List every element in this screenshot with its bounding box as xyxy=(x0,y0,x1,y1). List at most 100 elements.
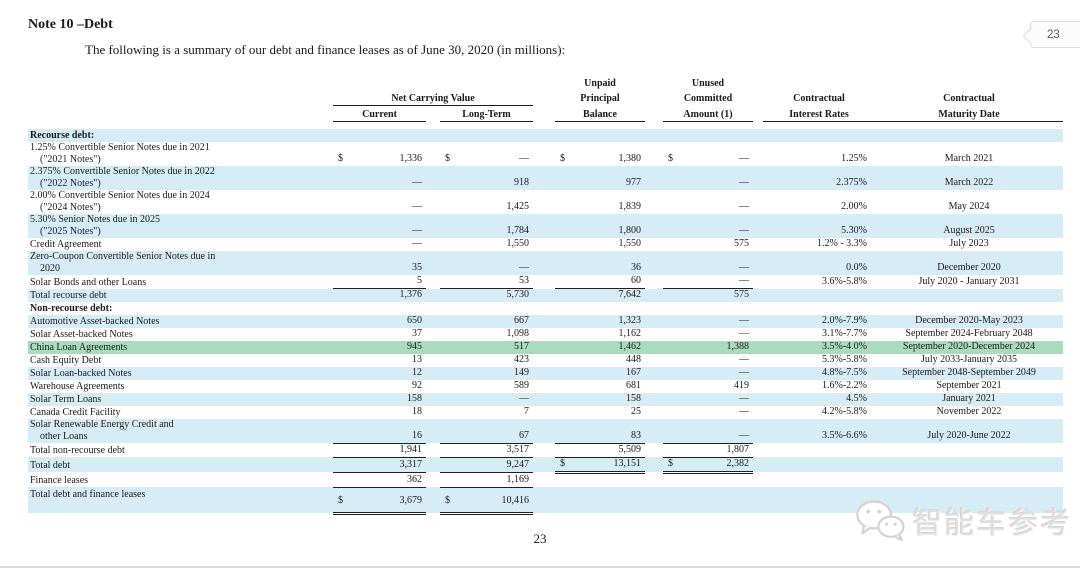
spacer-cell xyxy=(533,275,555,289)
cell-value: 589 xyxy=(514,380,529,391)
cell-long-term: 1,425 xyxy=(440,190,533,214)
spacer-cell xyxy=(426,315,440,328)
table-row: Solar Bonds and other Loans 5 53 60 — 3.6%-5.… xyxy=(28,275,1063,289)
cell-value: 16 xyxy=(412,429,422,441)
spacer-cell xyxy=(645,328,663,341)
cell-value: — xyxy=(412,177,422,188)
cell-unused-amount: 419 xyxy=(663,380,753,393)
cell-value: 667 xyxy=(514,315,529,326)
cell-maturity-date xyxy=(875,302,1063,315)
cell-unpaid-balance: 1,323 xyxy=(555,315,645,328)
cell-value: — xyxy=(739,153,749,164)
cell-long-term: 1,169 xyxy=(440,472,533,488)
spacer-cell xyxy=(753,129,763,142)
spacer-cell xyxy=(533,288,555,302)
cell-unpaid-balance xyxy=(555,487,645,513)
cell-maturity-date: March 2021 xyxy=(944,153,994,164)
cell-value: 25 xyxy=(631,406,641,417)
cell-unused-amount: — xyxy=(663,214,753,238)
cell-value: — xyxy=(739,328,749,339)
table-row: Total debt 3,317 9,247 $13,151 $2,382 xyxy=(28,457,1063,474)
cell-unused-amount: 1,388 xyxy=(663,341,753,354)
spacer-cell xyxy=(645,393,663,406)
cell-interest-rate xyxy=(763,487,875,513)
spacer-cell xyxy=(426,190,440,214)
spacer-cell xyxy=(645,315,663,328)
spacer-cell xyxy=(753,238,763,251)
spacer-cell xyxy=(533,302,555,315)
cell-value: 1,380 xyxy=(618,153,642,164)
cell-value: 67 xyxy=(519,429,529,441)
cell-current: 3,317 xyxy=(333,457,426,473)
spacer-cell xyxy=(533,190,555,214)
cell-value: 1,462 xyxy=(618,341,642,352)
table-row: 1.25% Convertible Senior Notes due in 20… xyxy=(28,142,1063,166)
cell-current: — xyxy=(333,214,426,238)
cell-unpaid-balance: 83 xyxy=(555,419,645,444)
table-row: China Loan Agreements 945 517 1,462 1,388 3.5… xyxy=(28,341,1063,354)
cell-interest-rate: 2.375% xyxy=(763,166,875,190)
cell-current: 650 xyxy=(333,315,426,328)
spacer-cell xyxy=(645,380,663,393)
cell-current: 92 xyxy=(333,380,426,393)
cell-maturity-date xyxy=(875,472,1063,487)
spacer-cell xyxy=(753,328,763,341)
cell-unused-amount xyxy=(663,129,753,142)
cell-unpaid-balance xyxy=(555,472,645,487)
header-long-term: Long-Term xyxy=(440,105,533,122)
cell-value: 5 xyxy=(417,275,422,286)
spacer-cell xyxy=(426,354,440,367)
cell-current xyxy=(333,129,426,142)
header-unused: Unused xyxy=(691,78,725,89)
dollar-sign: $ xyxy=(445,153,450,164)
cell-value: 1,323 xyxy=(618,315,642,326)
row-label: Solar Term Loans xyxy=(28,393,333,406)
cell-value: 13,151 xyxy=(613,457,642,469)
page-title: Note 10 –Debt xyxy=(28,17,113,32)
cell-maturity-date: December 2020 xyxy=(875,251,1063,275)
spacer-cell xyxy=(426,275,440,289)
cell-unpaid-balance: 158 xyxy=(555,393,645,406)
cell-value: 945 xyxy=(407,341,422,352)
spacer-cell xyxy=(533,406,555,419)
spacer-cell xyxy=(426,251,440,275)
cell-long-term: — xyxy=(440,251,533,275)
spacer-cell xyxy=(645,142,663,166)
cell-unused-amount: — xyxy=(663,251,753,275)
spacer-cell xyxy=(753,393,763,406)
cell-current: 35 xyxy=(333,251,426,275)
table-row: Non-recourse debt: xyxy=(28,302,1063,315)
table-row: Cash Equity Debt 13 423 448 — 5.3%-5.8% July 2… xyxy=(28,354,1063,367)
cell-unused-amount xyxy=(663,302,753,315)
cell-maturity-date: August 2025 xyxy=(875,214,1063,238)
cell-maturity-date: May 2024 xyxy=(948,201,990,212)
spacer-cell xyxy=(533,380,555,393)
cell-value: 1,550 xyxy=(618,238,642,249)
spacer-cell xyxy=(753,354,763,367)
spacer-cell xyxy=(533,142,555,166)
cell-long-term: 918 xyxy=(440,166,533,190)
cell-interest-rate: 3.6%-5.8% xyxy=(822,275,867,287)
cell-interest-rate: 4.2%-5.8% xyxy=(822,406,867,417)
cell-unused-amount: 1,807 xyxy=(663,443,753,458)
cell-interest-rate xyxy=(763,472,875,487)
page-subtitle: The following is a summary of our debt a… xyxy=(85,42,566,57)
spacer-cell xyxy=(753,251,763,275)
table-row: 2.00% Convertible Senior Notes due in 20… xyxy=(28,190,1063,214)
spacer-cell xyxy=(426,302,440,315)
header-row-3: Current Long-Term Balance Amount (1) Int… xyxy=(28,105,1063,122)
spacer-cell xyxy=(533,129,555,142)
spacer-cell xyxy=(533,341,555,354)
header-interest-rates: Interest Rates xyxy=(763,105,875,122)
cell-current: 12 xyxy=(333,367,426,380)
cell-unused-amount: — xyxy=(663,275,753,289)
spacer-cell xyxy=(645,354,663,367)
cell-long-term: 423 xyxy=(440,354,533,367)
cell-value: 37 xyxy=(412,328,422,339)
cell-interest-rate xyxy=(763,302,875,315)
spacer-cell xyxy=(533,367,555,380)
spacer-cell xyxy=(426,472,440,487)
cell-long-term: 589 xyxy=(440,380,533,393)
cell-unpaid-balance: 977 xyxy=(555,166,645,190)
page-indicator-badge[interactable]: 23 xyxy=(1030,21,1080,48)
